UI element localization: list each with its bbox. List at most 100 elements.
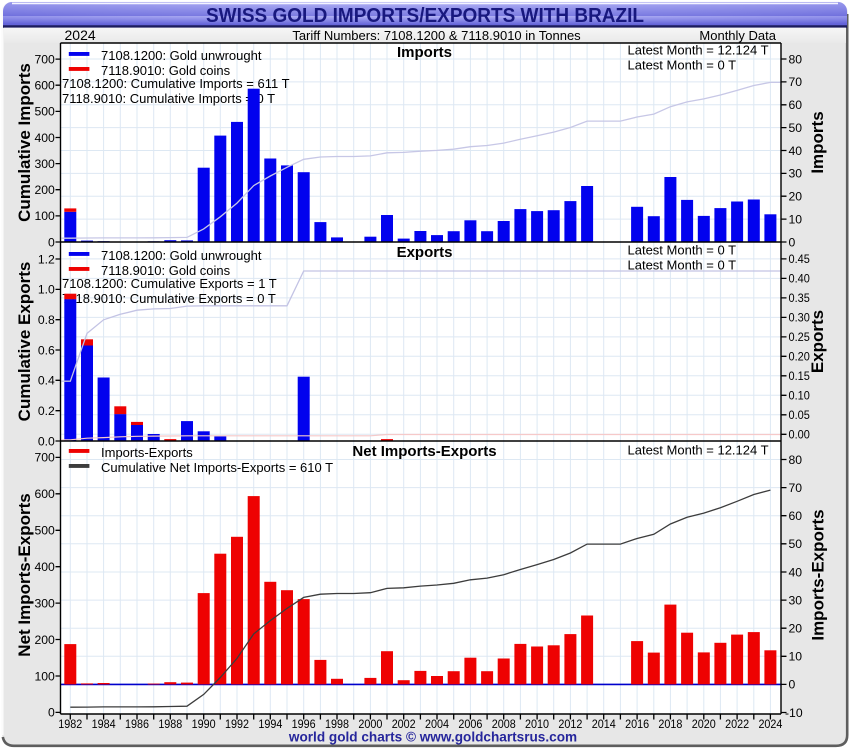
svg-text:0: 0 (48, 706, 55, 720)
svg-text:0.2: 0.2 (38, 404, 55, 418)
svg-text:2018: 2018 (658, 717, 682, 731)
svg-text:0: 0 (789, 678, 796, 692)
svg-text:2006: 2006 (458, 717, 482, 731)
svg-text:1.0: 1.0 (38, 283, 55, 297)
svg-text:7108.1200: Gold unwrought: 7108.1200: Gold unwrought (101, 248, 262, 263)
svg-text:1986: 1986 (125, 717, 149, 731)
svg-text:100: 100 (34, 209, 55, 223)
svg-text:SWISS GOLD IMPORTS/EXPORTS WIT: SWISS GOLD IMPORTS/EXPORTS WITH BRAZIL (206, 5, 644, 27)
svg-text:80: 80 (789, 453, 803, 467)
svg-text:10: 10 (789, 212, 803, 226)
svg-text:0.45: 0.45 (789, 252, 810, 266)
svg-text:Net Imports-Exports: Net Imports-Exports (352, 443, 496, 460)
svg-text:1990: 1990 (192, 717, 216, 731)
svg-text:80: 80 (789, 52, 803, 66)
svg-text:1996: 1996 (292, 717, 316, 731)
svg-text:0.20: 0.20 (789, 350, 810, 364)
svg-text:2024: 2024 (65, 27, 96, 43)
svg-text:300: 300 (34, 157, 55, 171)
svg-text:600: 600 (34, 79, 55, 93)
svg-text:-10: -10 (785, 706, 803, 720)
svg-text:2020: 2020 (692, 717, 716, 731)
svg-text:70: 70 (789, 481, 803, 495)
svg-text:Latest Month = 0 T: Latest Month = 0 T (628, 243, 737, 258)
svg-text:7118.9010: Gold coins: 7118.9010: Gold coins (101, 63, 231, 78)
svg-text:2002: 2002 (392, 717, 416, 731)
svg-text:400: 400 (34, 560, 55, 574)
svg-text:Imports-Exports: Imports-Exports (101, 445, 193, 460)
svg-text:2010: 2010 (525, 717, 549, 731)
svg-text:Cumulative Exports: Cumulative Exports (15, 262, 34, 422)
svg-text:500: 500 (34, 105, 55, 119)
svg-text:1984: 1984 (92, 717, 116, 731)
svg-text:0.0: 0.0 (38, 434, 55, 448)
svg-text:700: 700 (34, 451, 55, 465)
svg-text:30: 30 (789, 593, 803, 607)
svg-text:100: 100 (34, 669, 55, 683)
svg-text:Imports: Imports (397, 44, 452, 61)
svg-text:0.05: 0.05 (789, 408, 810, 422)
svg-text:0: 0 (48, 235, 55, 249)
svg-text:Exports: Exports (397, 244, 453, 261)
svg-text:Latest Month = 0 T: Latest Month = 0 T (628, 58, 737, 73)
svg-text:10: 10 (789, 650, 803, 664)
svg-text:60: 60 (789, 98, 803, 112)
svg-text:40: 40 (789, 565, 803, 579)
svg-text:400: 400 (34, 131, 55, 145)
svg-text:2004: 2004 (425, 717, 449, 731)
svg-text:0.4: 0.4 (38, 374, 55, 388)
svg-text:1992: 1992 (225, 717, 249, 731)
svg-text:7118.9010: Cumulative Imports: 7118.9010: Cumulative Imports = 0 T (62, 91, 275, 106)
svg-text:500: 500 (34, 524, 55, 538)
svg-text:2000: 2000 (358, 717, 382, 731)
svg-text:1998: 1998 (325, 717, 349, 731)
svg-text:Latest Month = 12.124 T: Latest Month = 12.124 T (628, 443, 769, 458)
svg-text:world gold charts © www.goldch: world gold charts © www.goldchartsrus.co… (288, 730, 577, 745)
svg-text:Cumulative Net Imports-Exports: Cumulative Net Imports-Exports = 610 T (101, 460, 333, 475)
svg-text:0.8: 0.8 (38, 313, 55, 327)
svg-text:700: 700 (34, 52, 55, 66)
svg-text:Cumulative Imports: Cumulative Imports (15, 63, 34, 222)
svg-text:7108.1200: Gold unwrought: 7108.1200: Gold unwrought (101, 48, 262, 63)
svg-text:1.2: 1.2 (38, 252, 55, 266)
svg-text:1988: 1988 (158, 717, 182, 731)
svg-text:Exports: Exports (808, 310, 827, 373)
svg-text:Tariff Numbers: 7108.1200 & 71: Tariff Numbers: 7108.1200 & 7118.9010 in… (292, 28, 581, 43)
svg-text:2024: 2024 (758, 717, 782, 731)
svg-text:0.15: 0.15 (789, 369, 810, 383)
svg-text:600: 600 (34, 487, 55, 501)
svg-text:0: 0 (789, 235, 796, 249)
svg-text:20: 20 (789, 621, 803, 635)
svg-text:200: 200 (34, 633, 55, 647)
svg-text:Latest Month = 12.124 T: Latest Month = 12.124 T (628, 43, 769, 58)
svg-text:2022: 2022 (725, 717, 749, 731)
svg-text:0.6: 0.6 (38, 343, 55, 357)
svg-text:7118.9010: Cumulative Exports: 7118.9010: Cumulative Exports = 0 T (62, 291, 276, 306)
svg-text:Monthly Data: Monthly Data (699, 28, 776, 43)
svg-text:300: 300 (34, 596, 55, 610)
svg-text:0.25: 0.25 (789, 330, 810, 344)
svg-text:Imports-Exports: Imports-Exports (809, 509, 828, 640)
svg-text:7108.1200: Cumulative Imports: 7108.1200: Cumulative Imports = 611 T (62, 76, 290, 91)
svg-text:0.00: 0.00 (789, 428, 810, 442)
svg-text:0.30: 0.30 (789, 311, 810, 325)
svg-text:200: 200 (34, 183, 55, 197)
svg-text:70: 70 (789, 75, 803, 89)
svg-text:0.10: 0.10 (789, 389, 810, 403)
svg-text:30: 30 (789, 167, 803, 181)
svg-text:2012: 2012 (558, 717, 582, 731)
svg-text:0.35: 0.35 (789, 291, 810, 305)
svg-text:7108.1200: Cumulative Exports: 7108.1200: Cumulative Exports = 1 T (62, 276, 277, 291)
svg-text:Net Imports-Exports: Net Imports-Exports (15, 493, 34, 656)
svg-text:2008: 2008 (492, 717, 516, 731)
svg-text:2014: 2014 (592, 717, 616, 731)
svg-text:Latest Month = 0 T: Latest Month = 0 T (628, 258, 737, 273)
svg-text:60: 60 (789, 509, 803, 523)
svg-text:50: 50 (789, 121, 803, 135)
svg-text:50: 50 (789, 537, 803, 551)
svg-text:Imports: Imports (808, 111, 827, 173)
svg-text:1982: 1982 (58, 717, 82, 731)
svg-text:2016: 2016 (625, 717, 649, 731)
svg-text:0.40: 0.40 (789, 272, 810, 286)
svg-text:1994: 1994 (258, 717, 282, 731)
